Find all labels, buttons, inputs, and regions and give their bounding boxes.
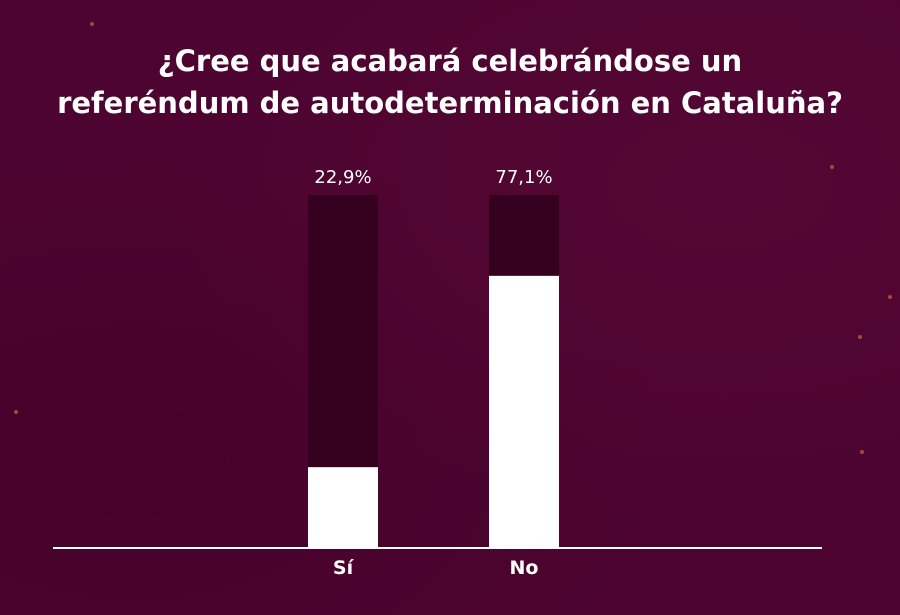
decorative-spark — [830, 165, 834, 169]
decorative-spark — [14, 410, 18, 414]
data-label: 22,9% — [314, 167, 371, 188]
decorative-spark — [90, 22, 94, 26]
data-label: 77,1% — [495, 167, 552, 188]
bar — [308, 467, 378, 548]
decorative-spark — [888, 295, 892, 299]
decorative-spark — [860, 450, 864, 454]
x-tick-label: Sí — [333, 557, 355, 579]
x-tick-label: No — [510, 557, 539, 579]
decorative-spark — [858, 335, 862, 339]
chart-title-line-2: referéndum de autodeterminación en Catal… — [57, 86, 843, 120]
bar — [489, 275, 559, 548]
chart-title: ¿Cree que acabará celebrándose un referé… — [0, 40, 900, 124]
chart-title-line-1: ¿Cree que acabará celebrándose un — [157, 44, 743, 78]
